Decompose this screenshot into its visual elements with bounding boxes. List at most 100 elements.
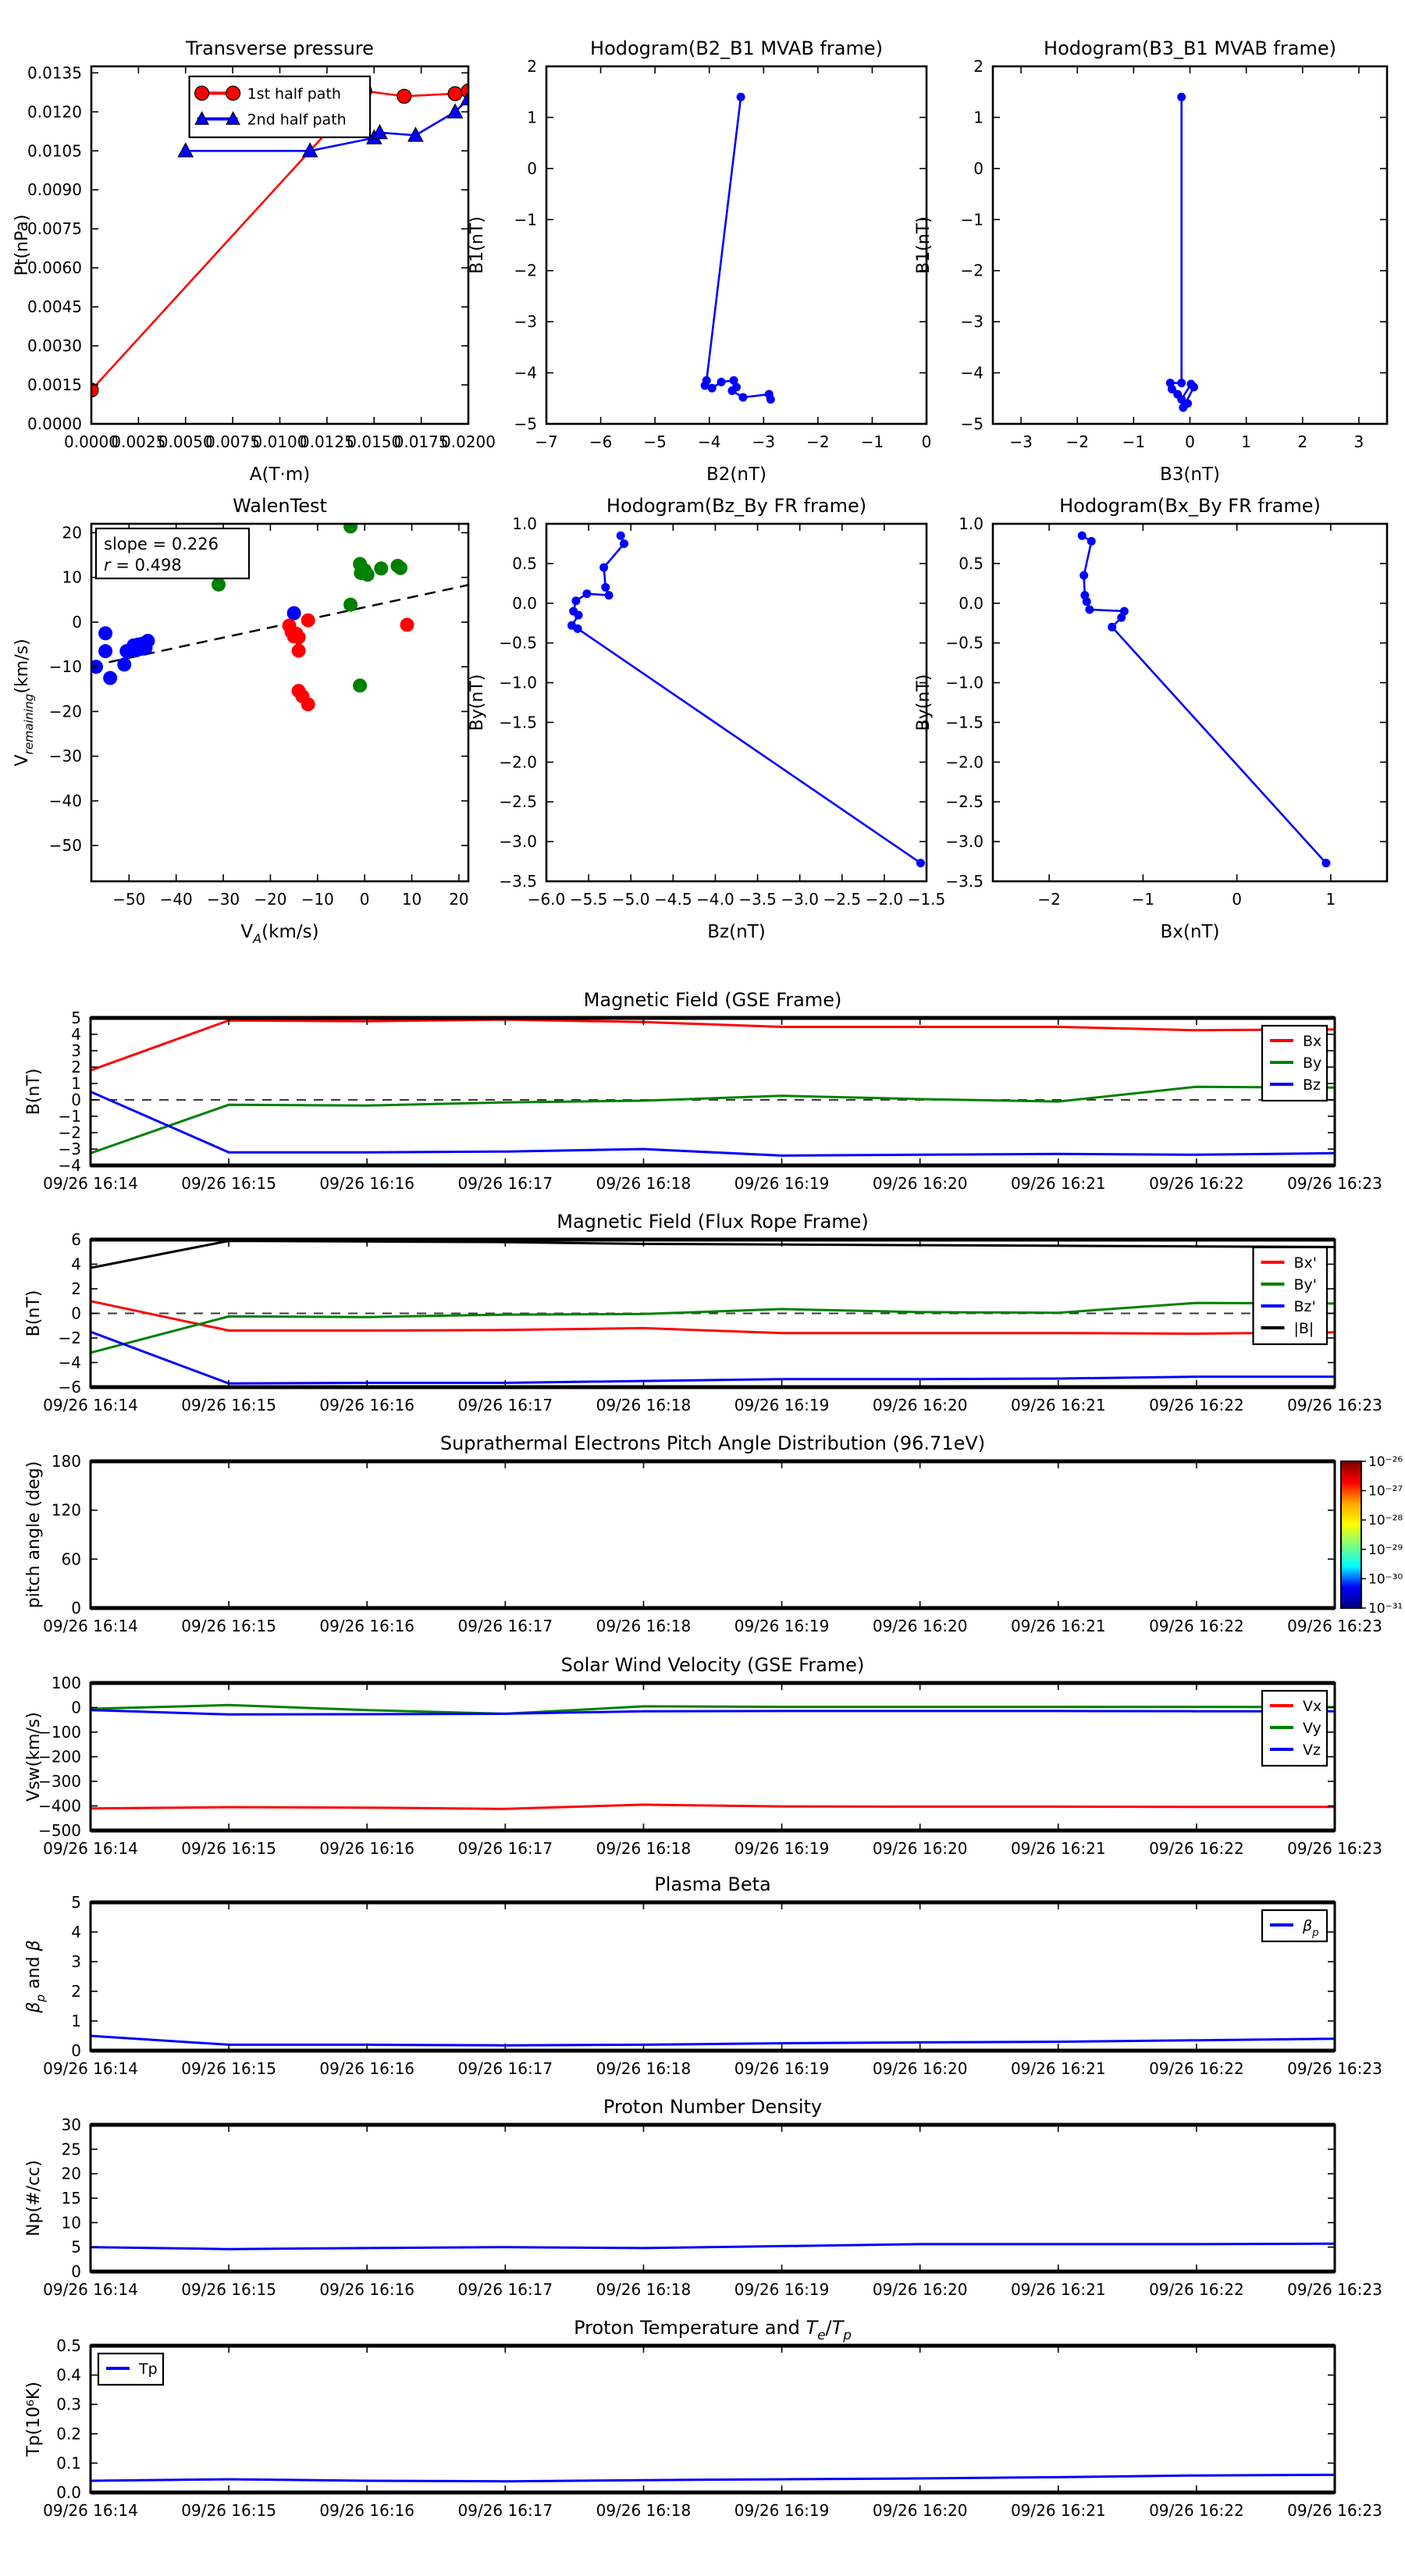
svg-text:−1: −1 [514,210,537,229]
svg-text:0.0090: 0.0090 [27,180,82,199]
plot-area-hodogram-bx-by [1077,531,1331,868]
panel-transverse-pressure: 0.00000.00250.00500.00750.01000.01250.01… [12,37,496,485]
panel-hodogram-b2-b1: −7 −6 −5 −4 −3 −2 −1 0 2 1 0 −1 −2 −3 −4 −5 Hodogram(B2_… [468,37,931,485]
panel-title: WalenTest [233,495,327,517]
svg-text:20: 20 [62,2165,81,2183]
svg-text:60: 60 [62,1550,81,1568]
svg-text:0: 0 [71,1699,81,1717]
svg-text:09/26 16:18: 09/26 16:18 [596,2501,692,2520]
svg-text:09/26 16:15: 09/26 16:15 [181,1617,276,1635]
series-line-b3b1 [1168,97,1196,409]
panel-pitch-angle: 09/26 16:14 09/26 16:15 09/26 16:16 09/26 1… [24,1432,1403,1635]
svg-text:0: 0 [71,2262,81,2281]
svg-text:−5: −5 [514,415,537,433]
svg-text:2: 2 [527,57,537,76]
svg-text:0.0075: 0.0075 [27,219,82,238]
panel-title: Hodogram(Bx_By FR frame) [1059,495,1321,517]
svg-text:−2: −2 [806,432,829,451]
svg-text:4: 4 [71,1923,81,1941]
x-tick-labels: −50 −40 −30 −20 −10 0 10 20 [112,890,468,909]
legend-solar-wind-velocity: Vx Vy Vz [1261,1689,1329,1767]
svg-text:−6.0: −6.0 [528,890,566,909]
axes-frame [89,1460,1336,1610]
y-axis-label: pitch angle (deg) [24,1461,44,1608]
svg-text:0: 0 [71,1599,81,1617]
panel-title: Hodogram(Bz_By FR frame) [606,495,866,517]
y-tick-labels: 0.0 0.1 0.2 0.3 0.4 0.5 [56,2336,81,2502]
svg-text:3: 3 [71,1041,81,1060]
svg-text:0.2: 0.2 [56,2425,81,2443]
svg-text:10⁻²⁷: 10⁻²⁷ [1368,1484,1403,1500]
svg-text:4: 4 [71,1025,81,1044]
svg-text:−2.0: −2.0 [499,753,537,771]
series-line-vx [91,1803,1335,1810]
panel-mag-gse: 09/26 16:14 09/26 16:15 09/26 16:16 09/26 1… [24,989,1382,1193]
svg-text:0.0135: 0.0135 [27,63,82,82]
svg-text:10: 10 [402,890,422,909]
svg-text:09/26 16:14: 09/26 16:14 [43,1617,138,1635]
svg-text:09/26 16:16: 09/26 16:16 [319,1174,414,1193]
svg-text:6: 6 [71,1230,81,1249]
svg-text:−30: −30 [49,747,82,766]
svg-text:−1.0: −1.0 [499,674,537,692]
svg-text:2: 2 [71,1279,81,1298]
svg-text:−40: −40 [160,890,193,909]
svg-text:0.0: 0.0 [959,594,984,613]
svg-text:09/26 16:18: 09/26 16:18 [596,1396,692,1414]
series-line-b2b1 [703,97,772,400]
svg-text:0.1: 0.1 [56,2453,81,2472]
panel-hodogram-bz-by: −6.0 −5.5 −5.0 −4.5 −4.0 −3.5 −3.0 −2.5 −2.0 −1.5… [468,495,945,942]
axes-frame [545,65,928,425]
svg-text:0.3: 0.3 [56,2395,81,2414]
annotation-slope-r: slope = 0.226 r = 0.498 [94,527,251,580]
svg-text:0.0175: 0.0175 [394,432,449,451]
svg-text:0.5: 0.5 [512,554,537,573]
panel-proton-number-density: 09/26 16:14 09/26 16:15 09/26 16:16 09/26 1… [24,2096,1382,2299]
svg-text:Vy: Vy [1303,1720,1321,1737]
svg-text:0.0: 0.0 [56,2483,81,2502]
svg-text:−2.0: −2.0 [866,890,904,909]
svg-text:−1: −1 [1122,432,1145,451]
svg-text:09/26 16:20: 09/26 16:20 [873,1396,968,1414]
svg-text:1.0: 1.0 [512,514,537,533]
svg-text:09/26 16:22: 09/26 16:22 [1149,2501,1244,2520]
svg-text:2: 2 [973,57,984,76]
svg-text:09/26 16:19: 09/26 16:19 [735,2501,830,2520]
svg-text:09/26 16:19: 09/26 16:19 [735,1396,830,1414]
svg-text:09/26 16:18: 09/26 16:18 [596,1839,692,1858]
svg-text:09/26 16:18: 09/26 16:18 [596,2280,692,2299]
svg-text:0.4: 0.4 [56,2366,81,2385]
series-line-fitline [91,584,468,667]
svg-text:10⁻³⁰: 10⁻³⁰ [1368,1571,1403,1587]
svg-text:09/26 16:16: 09/26 16:16 [319,2501,414,2520]
plot-area-mag-gse [91,1018,1335,1157]
svg-text:15: 15 [62,2189,81,2208]
plot-area-transverse-pressure [91,84,468,398]
svg-text:0.0060: 0.0060 [27,258,82,277]
y-tick-labels: 1.0 0.5 0.0 −0.5 −1.0 −1.5 −2.0 −2.5 −3.0 −3.5 [945,514,984,891]
panel-walen-test: −50 −40 −30 −20 −10 0 10 2020100−10−20−30−40−50… [12,495,470,946]
svg-text:−5.5: −5.5 [570,890,608,909]
y-tick-labels: 1.0 0.5 0.0 −0.5 −1.0 −1.5 −2.0 −2.5 −3.0 −3.5 [499,514,537,891]
panel-solar-wind-velocity: 09/26 16:14 09/26 16:15 09/26 16:16 09/26 1… [24,1654,1382,1858]
svg-text:4: 4 [71,1255,81,1274]
svg-text:09/26 16:16: 09/26 16:16 [319,1617,414,1635]
svg-text:1: 1 [527,108,537,126]
x-tick-labels: 09/26 16:14 09/26 16:15 09/26 16:16 09/26 1… [43,2280,1382,2299]
series-line-bz [91,1091,1335,1157]
svg-text:10: 10 [62,2213,81,2232]
svg-text:−3.5: −3.5 [499,872,537,891]
y-axis-label: By(nT) [468,674,487,731]
svg-text:120: 120 [52,1501,81,1520]
svg-text:09/26 16:23: 09/26 16:23 [1287,1396,1382,1414]
x-axis-label: A(T·m) [250,464,310,485]
axes-frame [991,522,1389,883]
svg-text:−30: −30 [207,890,240,909]
panel-title: Magnetic Field (GSE Frame) [584,989,842,1011]
y-axis-label: B(nT) [24,1069,44,1115]
panel-title: Transverse pressure [185,37,374,59]
series-markers-firstinterval [91,606,301,685]
y-axis-label: B(nT) [24,1290,44,1337]
legend-plasma-beta: βp [1261,1909,1329,1943]
